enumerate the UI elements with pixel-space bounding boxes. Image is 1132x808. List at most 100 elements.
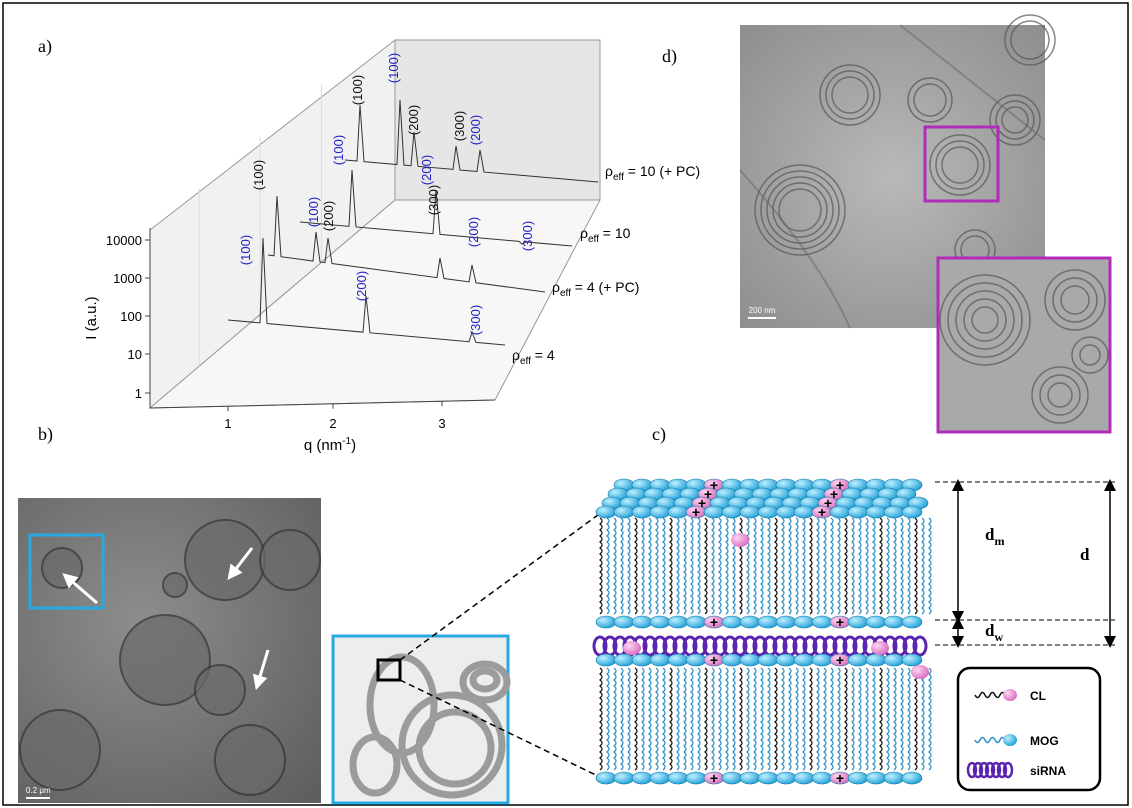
lipid-head xyxy=(776,654,796,666)
lipid-tail xyxy=(852,518,854,614)
peak-label: (100) xyxy=(331,135,346,165)
lipid-tail xyxy=(621,518,623,614)
legend-label: siRNA xyxy=(1030,764,1066,778)
peak-label: (100) xyxy=(306,197,321,227)
trace-sub: eff xyxy=(588,234,599,245)
lipid-tail xyxy=(733,518,735,614)
peak-label: (300) xyxy=(520,221,535,251)
lipid-tail xyxy=(649,518,651,614)
lipid-tail xyxy=(831,518,833,614)
lipid-tail xyxy=(831,668,833,770)
trace-label: ρeff = 10 xyxy=(580,225,631,245)
lipid-head xyxy=(758,772,778,784)
lipid-head xyxy=(830,506,850,518)
x-tick-label: 2 xyxy=(329,416,336,431)
lipid-tail xyxy=(824,668,826,770)
lipid-tail xyxy=(866,518,868,614)
lipid-tail xyxy=(698,668,700,770)
peak-label: (100) xyxy=(386,53,401,83)
charge: + xyxy=(836,614,844,630)
y-tick-label: 10 xyxy=(128,347,142,362)
lipid-head xyxy=(704,506,724,518)
lipid-head xyxy=(722,654,742,666)
lipid-head xyxy=(722,506,742,518)
lipid-tail xyxy=(789,518,791,614)
lipid-tail xyxy=(761,668,763,770)
lipid-head xyxy=(650,616,670,628)
panel-label: b) xyxy=(38,424,53,445)
legend-icon xyxy=(1003,689,1017,701)
inset-d xyxy=(938,258,1110,432)
lipid-head xyxy=(884,772,904,784)
lipid-tail xyxy=(614,668,616,770)
lipid-tail xyxy=(712,518,714,614)
lipid-head xyxy=(758,616,778,628)
x-label-text: q (nm xyxy=(304,437,342,454)
lipid-tail xyxy=(677,518,679,614)
lipid-head xyxy=(686,772,706,784)
lipid-tail xyxy=(803,518,805,614)
lipid-head xyxy=(632,772,652,784)
lipid-tail xyxy=(782,668,784,770)
legend-label: MOG xyxy=(1030,734,1059,748)
trace-symbol: ρ xyxy=(512,347,520,363)
trace-label: ρeff = 4 xyxy=(512,347,555,367)
trace-text: = 10 (+ PC) xyxy=(624,163,700,179)
lipid-head xyxy=(866,506,886,518)
lipid-tail xyxy=(663,518,665,614)
lipid-head xyxy=(884,616,904,628)
vesicle xyxy=(260,530,320,590)
lipid-tail xyxy=(838,518,840,614)
lipid-tail xyxy=(747,668,749,770)
lipid-head xyxy=(632,616,652,628)
lipid-tail xyxy=(670,518,672,614)
lipid-tail xyxy=(845,668,847,770)
lipid-head xyxy=(722,772,742,784)
lipid-tail xyxy=(754,518,756,614)
lipid-head xyxy=(731,533,749,547)
page: {"panel_labels": ["a)", "b)", "c)", "d)"… xyxy=(0,0,1132,808)
peak-label: (200) xyxy=(466,217,481,247)
lipid-tail xyxy=(859,668,861,770)
lipid-tail xyxy=(726,668,728,770)
lipid-tail xyxy=(663,668,665,770)
y-tick-label: 10000 xyxy=(106,233,142,248)
peak-label: (200) xyxy=(354,271,369,301)
trace-text: = 4 xyxy=(531,347,555,363)
lipid-head xyxy=(623,641,641,655)
lipid-head xyxy=(632,506,652,518)
charge: + xyxy=(692,504,700,520)
lipid-head xyxy=(848,616,868,628)
trace-symbol: ρ xyxy=(605,163,613,179)
lipid-tail xyxy=(656,668,658,770)
lipid-head xyxy=(776,616,796,628)
lipid-tail xyxy=(635,668,637,770)
lipid-head xyxy=(776,772,796,784)
trace-label: ρeff = 4 (+ PC) xyxy=(552,279,639,299)
lipid-tail xyxy=(670,668,672,770)
lipid-head xyxy=(866,616,886,628)
lipid-head xyxy=(911,665,929,679)
lipid-head xyxy=(650,654,670,666)
lipid-head xyxy=(794,654,814,666)
peak-label: (100) xyxy=(350,75,365,105)
lipid-head xyxy=(596,654,616,666)
lipid-tail xyxy=(607,518,609,614)
lipid-tail xyxy=(677,668,679,770)
lipid-tail xyxy=(922,518,924,614)
lipid-head xyxy=(614,506,634,518)
lipid-head xyxy=(884,654,904,666)
charge: + xyxy=(836,652,844,668)
lipid-tail xyxy=(642,518,644,614)
lipid-head xyxy=(776,506,796,518)
trace-label: ρeff = 10 (+ PC) xyxy=(605,163,700,183)
lipid-tail xyxy=(929,518,931,614)
trace-text: = 10 xyxy=(599,225,631,241)
lipid-tail xyxy=(796,668,798,770)
lipid-head xyxy=(614,616,634,628)
lipid-tail xyxy=(908,518,910,614)
x-axis-label: q (nm-1) xyxy=(304,436,356,454)
lipid-head xyxy=(686,616,706,628)
lipid-tail xyxy=(705,518,707,614)
lipid-tail xyxy=(887,668,889,770)
